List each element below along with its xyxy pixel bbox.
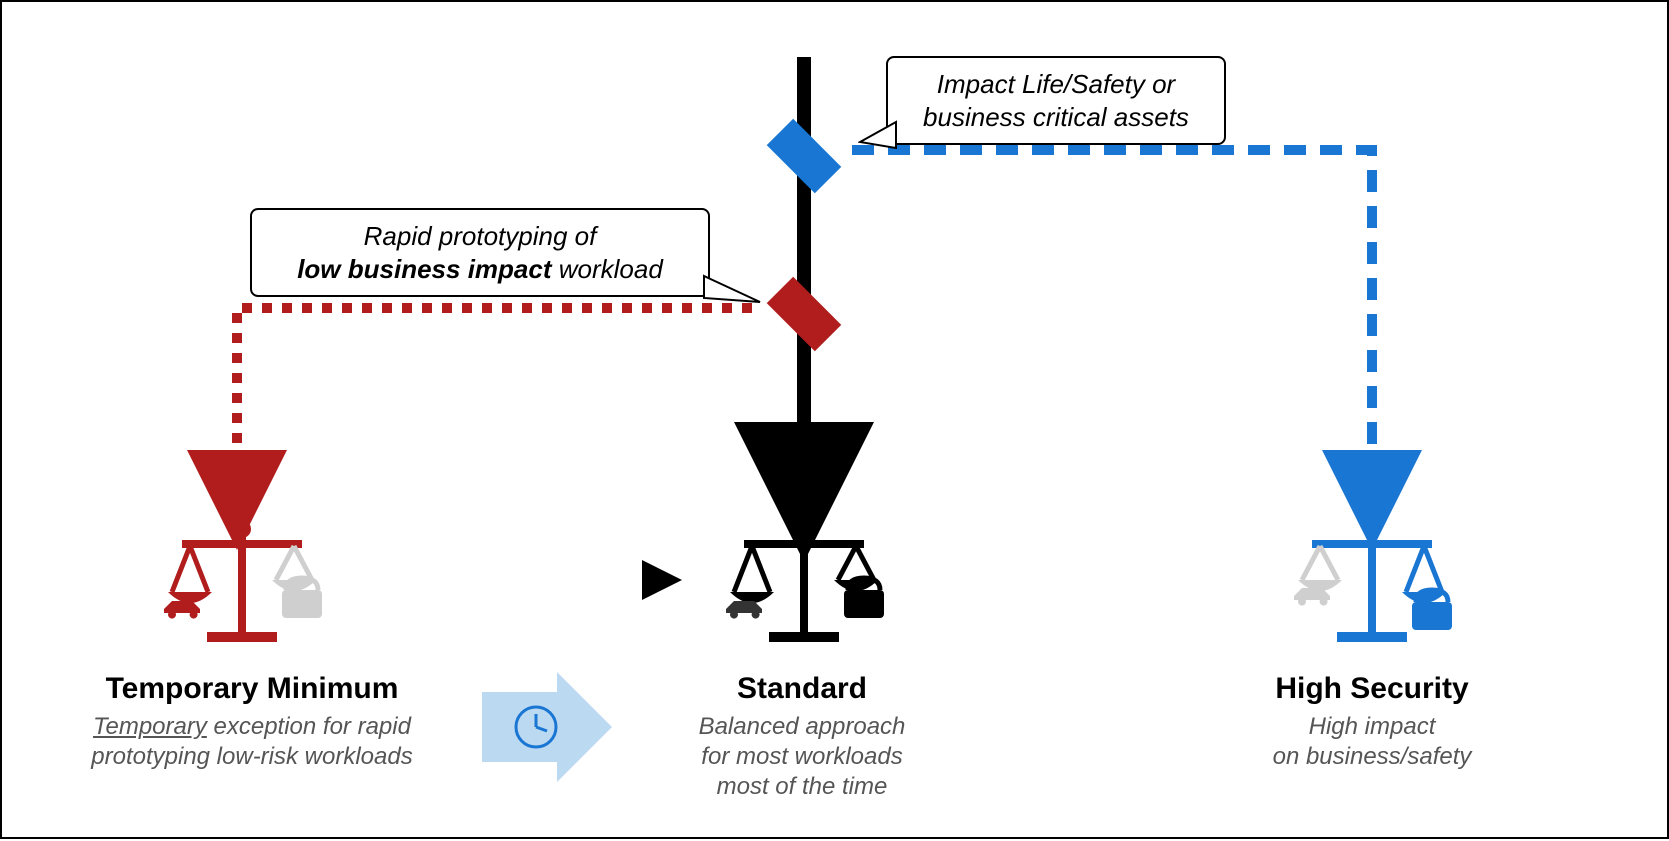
time-arrow-icon bbox=[482, 672, 612, 782]
title-right: High Security bbox=[1242, 672, 1502, 706]
sub-right: High impact on business/safety bbox=[1212, 712, 1532, 772]
callout-mid-tail-icon bbox=[702, 274, 762, 314]
callout-mid-line1: Rapid prototyping of bbox=[364, 221, 597, 251]
title-center: Standard bbox=[682, 672, 922, 706]
callout-top-line1: Impact Life/Safety or bbox=[937, 69, 1175, 99]
sub-left-em: Temporary bbox=[93, 713, 207, 740]
callout-mid: Rapid prototyping of low business impact… bbox=[250, 208, 710, 297]
callout-mid-line2-bold: low business impact bbox=[297, 254, 551, 284]
sub-left-rest: exception for rapid bbox=[207, 713, 411, 740]
sub-center-line1: Balanced approach bbox=[699, 713, 906, 740]
scale-icon-left bbox=[152, 502, 332, 647]
callout-top: Impact Life/Safety or business critical … bbox=[886, 56, 1226, 145]
sub-center-line2: for most workloads bbox=[701, 743, 902, 770]
callout-top-tail-icon bbox=[858, 120, 898, 160]
callout-top-line2: business critical assets bbox=[923, 102, 1189, 132]
sub-left-line2: prototyping low-risk workloads bbox=[91, 743, 412, 770]
sub-center: Balanced approach for most workloads mos… bbox=[642, 712, 962, 802]
sub-left: Temporary exception for rapid prototypin… bbox=[42, 712, 462, 772]
sub-center-line3: most of the time bbox=[717, 773, 888, 800]
scale-icon-right bbox=[1282, 502, 1462, 647]
sub-right-line2: on business/safety bbox=[1273, 743, 1472, 770]
title-left: Temporary Minimum bbox=[62, 672, 442, 706]
scale-icon-center bbox=[714, 502, 894, 647]
sub-right-line1: High impact bbox=[1309, 713, 1436, 740]
callout-mid-line2-rest: workload bbox=[552, 254, 663, 284]
